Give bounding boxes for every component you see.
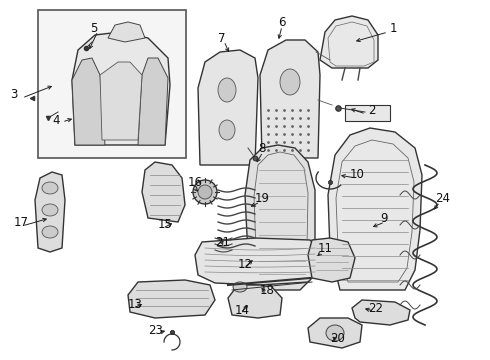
- Text: 16: 16: [188, 176, 203, 189]
- Polygon shape: [198, 50, 258, 165]
- Text: 3: 3: [10, 89, 17, 102]
- Text: 17: 17: [14, 216, 29, 229]
- Polygon shape: [245, 145, 315, 290]
- Text: 23: 23: [148, 324, 163, 337]
- Polygon shape: [138, 58, 168, 145]
- Ellipse shape: [42, 226, 58, 238]
- Ellipse shape: [219, 120, 235, 140]
- Text: 19: 19: [255, 192, 270, 204]
- Ellipse shape: [42, 204, 58, 216]
- Polygon shape: [108, 22, 145, 42]
- Text: 15: 15: [158, 219, 173, 231]
- Polygon shape: [195, 238, 322, 285]
- Polygon shape: [72, 32, 170, 145]
- Ellipse shape: [42, 182, 58, 194]
- Text: 22: 22: [368, 302, 383, 315]
- Polygon shape: [72, 58, 105, 145]
- Polygon shape: [308, 238, 355, 282]
- Polygon shape: [228, 285, 282, 318]
- Polygon shape: [328, 128, 422, 290]
- Polygon shape: [100, 62, 142, 140]
- Ellipse shape: [280, 69, 300, 95]
- Ellipse shape: [326, 325, 344, 341]
- Text: 21: 21: [215, 237, 230, 249]
- Text: 2: 2: [368, 104, 375, 117]
- Polygon shape: [308, 318, 362, 348]
- Polygon shape: [35, 172, 65, 252]
- Text: 4: 4: [52, 113, 59, 126]
- Text: 12: 12: [238, 258, 253, 271]
- Polygon shape: [142, 162, 185, 222]
- Text: 8: 8: [258, 141, 266, 154]
- Text: 1: 1: [390, 22, 397, 35]
- Text: 9: 9: [380, 211, 388, 225]
- Text: 20: 20: [330, 332, 345, 345]
- Text: 11: 11: [318, 242, 333, 255]
- Ellipse shape: [233, 282, 247, 292]
- Text: 18: 18: [260, 284, 275, 297]
- Polygon shape: [320, 16, 378, 68]
- Text: 24: 24: [435, 192, 450, 204]
- Text: 13: 13: [128, 298, 143, 311]
- Ellipse shape: [198, 185, 212, 199]
- Text: 5: 5: [90, 22, 98, 35]
- Polygon shape: [352, 300, 410, 325]
- Polygon shape: [260, 40, 320, 158]
- Text: 6: 6: [278, 15, 286, 28]
- Ellipse shape: [218, 78, 236, 102]
- Text: 10: 10: [350, 168, 365, 181]
- Text: 7: 7: [218, 31, 225, 45]
- Bar: [345, 105, 390, 121]
- Bar: [38, 10, 186, 158]
- Text: 14: 14: [235, 303, 250, 316]
- Polygon shape: [128, 280, 215, 318]
- Ellipse shape: [193, 180, 217, 204]
